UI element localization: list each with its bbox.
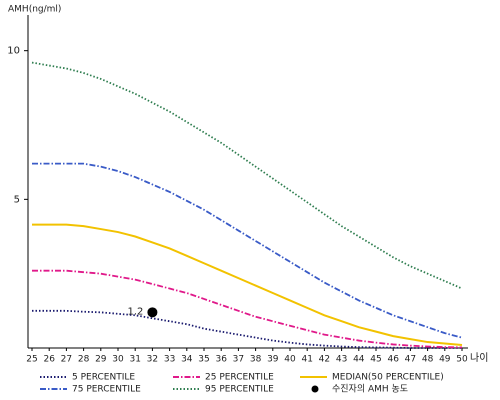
x-tick-label: 28: [78, 355, 90, 365]
x-tick-label: 46: [387, 355, 399, 365]
x-tick-label: 39: [267, 355, 279, 365]
x-tick-label: 43: [336, 355, 347, 365]
series-line: [32, 223, 463, 347]
x-tick-label: 31: [129, 355, 140, 365]
x-tick-label: 29: [95, 355, 107, 365]
legend-label: 25 PERCENTILE: [205, 373, 274, 383]
y-axis-label: AMH(ng/ml): [8, 5, 61, 15]
x-tick-label: 33: [164, 355, 175, 365]
series-line: [32, 162, 463, 339]
x-tick-label: 48: [422, 355, 434, 365]
x-tick-label: 36: [215, 355, 227, 365]
y-tick-label: 5: [14, 194, 20, 205]
x-tick-label: 44: [353, 355, 365, 365]
x-tick-label: 30: [112, 355, 124, 365]
legend-label: 수진자의 AMH 농도: [332, 384, 408, 395]
legend-label: MEDIAN(50 PERCENTILE): [332, 373, 444, 383]
patient-point: [147, 307, 158, 318]
x-tick-label: 35: [198, 355, 209, 365]
patient-value-label: 1.2: [127, 306, 143, 317]
legend-label: 5 PERCENTILE: [72, 373, 135, 383]
x-tick-label: 26: [43, 355, 55, 365]
x-tick-label: 49: [439, 355, 451, 365]
x-tick-label: 27: [61, 355, 72, 365]
x-tick-label: 47: [405, 355, 416, 365]
y-tick-label: 10: [7, 46, 20, 57]
legend-label: 75 PERCENTILE: [72, 385, 141, 395]
x-tick-label: 41: [301, 355, 312, 365]
series-line: [32, 309, 462, 349]
series-line: [32, 269, 463, 349]
series-line: [31, 61, 463, 290]
x-tick-label: 37: [233, 355, 244, 365]
x-tick-label: 32: [147, 355, 158, 365]
legend-marker: [311, 385, 319, 393]
x-tick-label: 40: [284, 355, 296, 365]
x-tick-label: 42: [319, 355, 330, 365]
x-tick-label: 34: [181, 355, 193, 365]
x-tick-label: 25: [26, 355, 37, 365]
x-tick-label: 50: [456, 355, 468, 365]
legend-label: 95 PERCENTILE: [205, 385, 274, 395]
x-tick-label: 38: [250, 355, 262, 365]
x-tick-label: 45: [370, 355, 381, 365]
x-axis-label: 나이: [470, 352, 488, 364]
